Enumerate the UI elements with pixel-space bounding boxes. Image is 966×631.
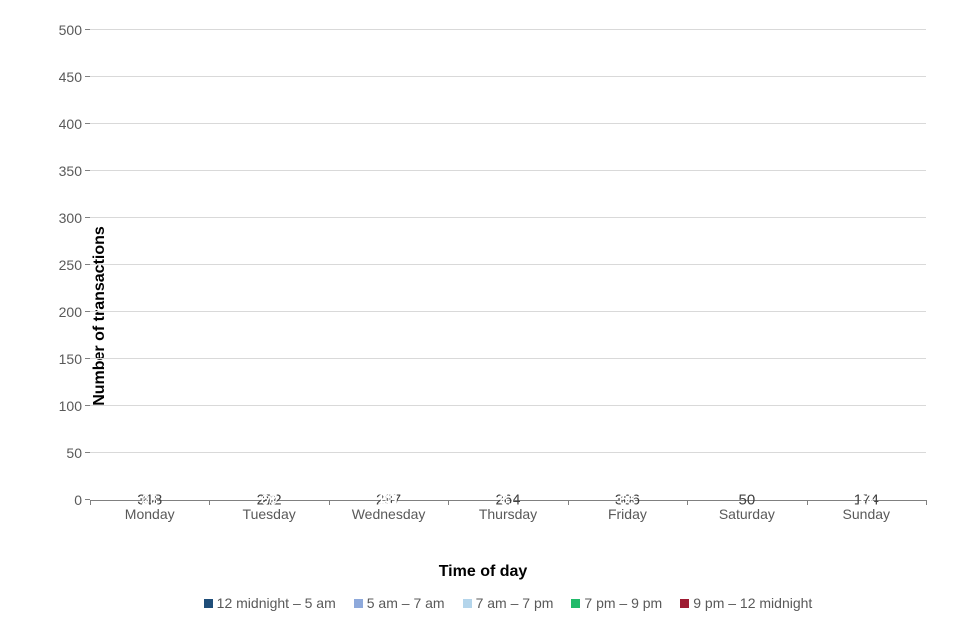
y-tick-label: 500 <box>59 22 82 38</box>
y-tick-mark <box>85 123 90 124</box>
y-tick-label: 250 <box>59 257 82 273</box>
y-tick-label: 400 <box>59 116 82 132</box>
x-tick-mark <box>687 500 688 505</box>
y-tick-label: 50 <box>66 445 82 461</box>
y-tick-label: 300 <box>59 210 82 226</box>
x-tick-label: Wednesday <box>352 506 426 522</box>
gridline <box>90 358 926 359</box>
x-tick-label: Tuesday <box>243 506 296 522</box>
legend-item: 7 pm – 9 pm <box>571 595 662 611</box>
gridline <box>90 311 926 312</box>
legend-item: 5 am – 7 am <box>354 595 445 611</box>
x-tick-mark <box>90 500 91 505</box>
x-tick-label: Friday <box>608 506 647 522</box>
x-tick-label: Sunday <box>843 506 890 522</box>
plot-area: 050100150200250300350400450500Monday3231… <box>90 30 926 501</box>
legend-swatch <box>571 599 580 608</box>
legend-swatch <box>204 599 213 608</box>
y-tick-mark <box>85 452 90 453</box>
y-tick-label: 0 <box>74 492 82 508</box>
gridline <box>90 29 926 30</box>
y-tick-mark <box>85 358 90 359</box>
gridline <box>90 217 926 218</box>
legend-label: 7 pm – 9 pm <box>584 595 662 611</box>
y-tick-mark <box>85 311 90 312</box>
y-tick-mark <box>85 217 90 218</box>
chart-container: Number of transactions 05010015020025030… <box>20 20 946 611</box>
legend-item: 12 midnight – 5 am <box>204 595 336 611</box>
gridline <box>90 170 926 171</box>
y-tick-label: 450 <box>59 69 82 85</box>
gridline <box>90 123 926 124</box>
y-tick-label: 200 <box>59 304 82 320</box>
x-tick-mark <box>807 500 808 505</box>
x-tick-mark <box>568 500 569 505</box>
gridline <box>90 452 926 453</box>
y-tick-mark <box>85 76 90 77</box>
x-tick-mark <box>448 500 449 505</box>
legend-swatch <box>354 599 363 608</box>
y-tick-label: 150 <box>59 351 82 367</box>
x-tick-label: Saturday <box>719 506 775 522</box>
legend-item: 9 pm – 12 midnight <box>680 595 812 611</box>
legend-item: 7 am – 7 pm <box>463 595 554 611</box>
legend-swatch <box>680 599 689 608</box>
gridline <box>90 76 926 77</box>
x-axis-label: Time of day <box>439 563 528 581</box>
x-tick-mark <box>926 500 927 505</box>
legend: 12 midnight – 5 am 5 am – 7 am 7 am – 7 pm… <box>90 595 926 611</box>
gridline <box>90 264 926 265</box>
y-tick-label: 350 <box>59 163 82 179</box>
x-tick-mark <box>329 500 330 505</box>
y-tick-mark <box>85 170 90 171</box>
legend-label: 9 pm – 12 midnight <box>693 595 812 611</box>
legend-label: 5 am – 7 am <box>367 595 445 611</box>
y-tick-label: 100 <box>59 398 82 414</box>
y-tick-mark <box>85 405 90 406</box>
x-tick-mark <box>209 500 210 505</box>
y-tick-mark <box>85 29 90 30</box>
y-tick-mark <box>85 264 90 265</box>
legend-label: 7 am – 7 pm <box>476 595 554 611</box>
x-tick-label: Thursday <box>479 506 537 522</box>
x-tick-label: Monday <box>125 506 175 522</box>
legend-label: 12 midnight – 5 am <box>217 595 336 611</box>
gridline <box>90 405 926 406</box>
legend-swatch <box>463 599 472 608</box>
